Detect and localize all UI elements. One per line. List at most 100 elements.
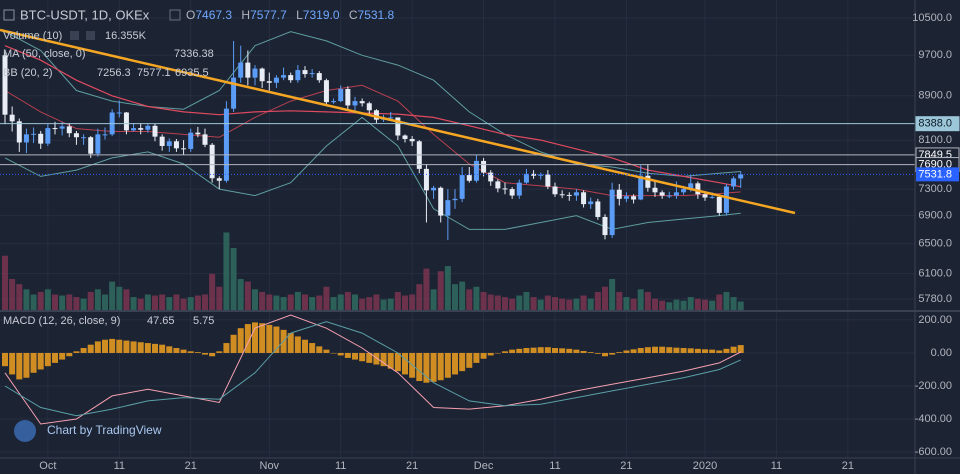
candle-body [588,201,594,205]
macd-histogram-bar [380,352,387,367]
candle-body [566,194,572,196]
candle-body [738,174,744,179]
volume-bar [552,297,558,310]
macd-histogram-bar [16,352,23,380]
x-tick-label: 11 [549,460,560,472]
candle-body [238,62,244,78]
volume-bar [337,294,344,310]
ohlc-value: 7577.7 [250,8,287,22]
candle-body [252,68,258,78]
candle-body [673,192,679,196]
volume-bar [566,299,573,310]
volume-bar [402,295,408,310]
candle-body [45,128,51,144]
macd-histogram-bar [602,352,608,357]
volume-bar [559,298,566,310]
macd-histogram-bar [273,326,280,353]
bb-legend-value: 7256.3 [97,67,131,79]
price-line-label: 8388.0 [918,118,952,130]
x-tick-label: 11 [114,460,125,472]
volume-bar [309,297,316,310]
macd-histogram-bar [373,352,380,365]
settings-icon[interactable] [169,9,181,21]
macd-histogram-bar [530,347,537,353]
volume-bar [344,291,351,310]
volume-bar [37,291,44,310]
candle-body [423,168,429,191]
volume-bar [452,284,458,310]
candle-body [352,101,358,106]
candle-body [188,132,194,149]
macd-histogram-bar [66,352,73,357]
volume-bar [573,298,580,310]
candle-body [309,73,315,75]
candle-body [2,55,8,115]
candle-body [145,125,151,130]
y-tick-label: 9700.0 [918,49,952,61]
macd-histogram-bar [344,352,351,358]
macd-line [4,314,741,425]
volume-bar [680,300,687,310]
macd-histogram-bar [430,352,437,382]
candle-body [502,188,508,190]
candle-body [531,173,537,176]
candle-body [602,216,608,236]
candle-body [631,196,637,200]
candle-body [131,128,137,131]
volume-bar [694,298,701,310]
macd-histogram-bar [637,348,644,353]
volume-bar [66,294,73,310]
macd-histogram-bar [452,352,458,375]
candle-body [316,73,322,81]
ma-line [4,45,741,188]
volume-bar [252,289,258,310]
candle-body [473,160,479,181]
candle-body [302,70,308,75]
collapse-icon[interactable] [3,9,15,21]
volume-bar [316,295,323,310]
y-tick-label: 6500.0 [918,238,952,250]
volume-bar [473,286,480,310]
macd-histogram-bar [337,352,344,356]
settings-icon[interactable] [86,31,95,40]
candle-body [552,186,558,195]
macd-histogram-bar [294,336,301,353]
ohlc-value: 7319.0 [303,8,340,22]
macd-histogram-bar [687,348,694,353]
candle-body [59,126,65,129]
candle-body [616,189,622,199]
volume-bar [630,298,637,310]
ohlc-letter: H [241,8,250,22]
macd-histogram-bar [366,352,373,363]
candle-body [266,81,272,83]
y-tick-label: -400.00 [915,413,952,425]
macd-histogram-bar [459,352,466,372]
volume-bar [659,300,666,310]
volume-legend-name: Volume (10) [3,30,62,42]
candle-body [373,110,379,120]
candle-body [331,101,337,103]
eye-icon[interactable] [70,31,79,40]
candle-body [623,196,629,199]
candle-body [666,195,672,197]
volume-bar [294,291,301,310]
candle-body [338,88,344,102]
volume-bar [730,297,737,310]
candle-body [366,103,372,111]
candle-body [523,173,529,183]
candle-body [159,136,165,146]
candle-body [123,112,129,131]
candle-body [681,189,687,193]
macd-histogram-bar [487,352,494,356]
macd-histogram-bar [480,352,487,359]
legend: BTC-USDT, 1D, OKEx O7467.3 H7577.7 L7319… [3,7,395,442]
candle-body [459,175,465,199]
bb-line [4,84,741,197]
volume-bar [273,295,280,310]
x-tick-label: Oct [39,460,56,472]
bb-legend-value: 7577.1 [137,67,171,79]
volume-bar [437,271,444,310]
volume-bar [544,295,551,310]
